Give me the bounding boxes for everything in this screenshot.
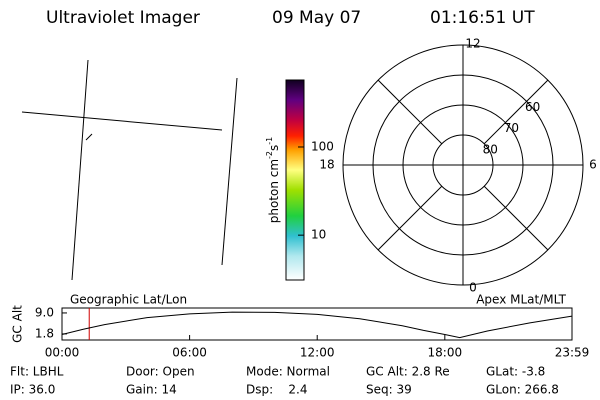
x-tick-label: 23:59 [555,346,590,360]
y-tick-label: 1.8 [35,326,54,340]
title: Ultraviolet Imager [46,8,200,28]
x-tick-label: 06:00 [172,346,207,360]
info-field: GLon: 266.8 [486,383,559,397]
mlt-label: 12 [465,37,480,51]
polar-spoke [483,185,549,251]
lat-label: 70 [504,121,519,135]
mlt-label: 0 [469,280,477,294]
altitude-curve [61,311,573,339]
info-field: IP: 36.0 [10,383,55,397]
info-field: GC Alt: 2.8 Re [366,365,450,379]
lat-label: 60 [525,100,540,114]
left-label: Geographic Lat/Lon [70,293,187,307]
info-field: Seq: 39 [366,383,412,397]
info-field: Dsp: 2.4 [246,383,308,397]
polar-spoke [377,185,443,251]
date: 09 May 07 [272,8,361,28]
image-panel [21,59,238,281]
colorbar-tick-label: 10 [311,228,326,242]
time: 01:16:51 UT [430,8,535,28]
colorbar-label: photon cm-2s-1 [265,137,281,224]
x-tick-label: 00:00 [45,346,80,360]
x-tick-label: 18:00 [428,346,463,360]
mlt-label: 18 [319,158,334,172]
polar-spoke [377,79,443,145]
x-tick-label: 12:00 [300,346,335,360]
colorbar [285,79,305,281]
mlt-label: 6 [589,158,597,172]
info-field: Door: Open [126,365,195,379]
right-label: Apex MLat/MLT [476,293,566,307]
lat-label: 80 [483,142,498,156]
info-field: Flt: LBHL [10,365,64,379]
y-axis-label: GC Alt [11,305,25,343]
info-field: Mode: Normal [246,365,330,379]
info-field: Gain: 14 [126,383,177,397]
polar-spoke [483,79,549,145]
y-tick-label: 9.0 [35,305,54,319]
colorbar-tick-label: 100 [311,139,334,153]
info-field: GLat: -3.8 [486,365,545,379]
